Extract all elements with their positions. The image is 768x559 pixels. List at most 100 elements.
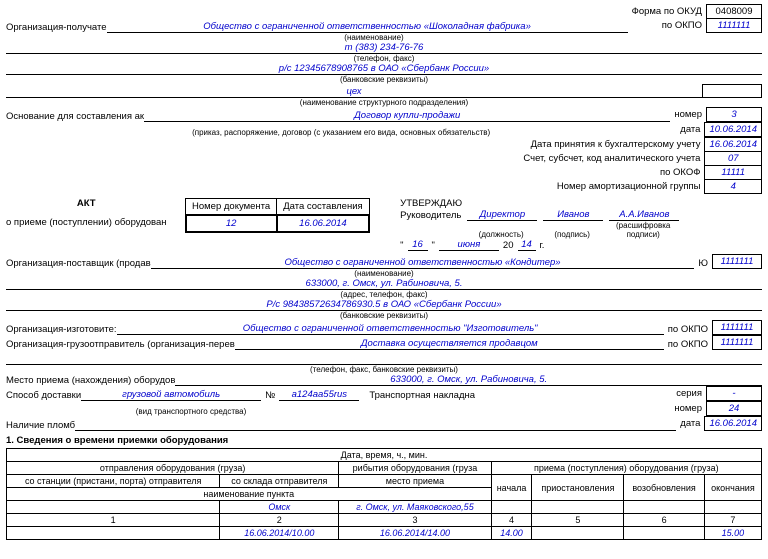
n4: 4 — [491, 514, 532, 527]
manuf-okpo: 1111111 — [712, 320, 762, 335]
approve-title: УТВЕРЖДАЮ — [400, 198, 679, 209]
t-header: Дата, время, ч., мин. — [7, 449, 762, 462]
dept-sub: (наименование структурного подразделения… — [6, 98, 762, 107]
appr-day: 16 — [408, 239, 428, 251]
d7: 15.00 — [704, 527, 761, 540]
delivery-label: Способ доставки — [6, 390, 81, 401]
r-c1: Омск — [220, 501, 339, 514]
nomer-value: 3 — [707, 108, 762, 122]
t-sub2: со склада отправителя — [220, 475, 339, 488]
supplier: Общество с ограниченной ответственностью… — [151, 257, 695, 269]
account: 07 — [705, 152, 762, 166]
t-col2: рибытия оборудования (груза — [339, 462, 491, 475]
doc-num-header: Номер документа — [186, 199, 277, 216]
seals-label: Наличие пломб — [6, 420, 75, 431]
waybill-date-label: дата — [676, 417, 705, 431]
amort: 4 — [705, 180, 762, 194]
manuf: Общество с ограниченной ответственностью… — [117, 323, 664, 335]
n7: 7 — [704, 514, 761, 527]
manuf-label: Организация-изготовите: — [6, 324, 117, 335]
okof: 11111 — [705, 166, 762, 180]
doc-date-header: Дата составления — [277, 199, 369, 216]
delivery-num: а124аа55rus — [279, 389, 359, 401]
time-table: Дата, время, ч., мин. отправления оборуд… — [6, 448, 762, 540]
bank-sub: (банковские реквизиты) — [6, 75, 762, 84]
shipper-sub: (телефон, факс, банковские реквизиты) — [6, 365, 762, 374]
ruk-post: Директор — [467, 209, 537, 221]
place: 633000, г. Омск, ул. Рабиновича, 5. — [175, 374, 762, 386]
okud-value: 0408009 — [707, 5, 762, 19]
ruk-name-sub: (расшифровка подписи) — [608, 221, 678, 239]
supplier-addr-sub: (адрес, телефон, факс) — [6, 290, 762, 299]
supplier-bank-sub: (банковские реквизиты) — [6, 311, 762, 320]
t-sub7: окончания — [704, 475, 761, 501]
t-col1: отправления оборудования (груза) — [7, 462, 339, 475]
data-label: дата — [676, 123, 705, 137]
t-sub5: приостановления — [532, 475, 624, 501]
n2: 2 — [220, 514, 339, 527]
dept: цех — [6, 86, 702, 98]
org-recipient-sublabel: (наименование) — [106, 33, 642, 42]
ruk-post-sub: (должность) — [466, 230, 536, 239]
basis-sub: (приказ, распоряжение, договор (с указан… — [6, 128, 676, 137]
delivery-sub: (вид транспортного средства) — [6, 407, 286, 416]
data-value: 10.06.2014 — [705, 123, 762, 137]
seria: - — [707, 387, 762, 401]
phone-sub: (телефон, факс) — [6, 54, 762, 63]
amort-label: Номер амортизационной группы — [519, 180, 705, 194]
supplier-label: Организация-поставщик (продав — [6, 258, 151, 269]
doc-num: 12 — [186, 215, 277, 232]
t-sub4: начала — [491, 475, 532, 501]
place-label: Место приема (нахождения) оборудов — [6, 375, 175, 386]
delivery: грузовой автомобиль — [81, 389, 261, 401]
ruk-sign: Иванов — [543, 209, 603, 221]
account-label: Счет, субсчет, код аналитического учета — [519, 152, 705, 166]
supplier-sub: (наименование) — [6, 269, 762, 278]
ruk-label: Руководитель — [400, 210, 461, 221]
org-recipient: Общество с ограниченной ответственностью… — [107, 21, 628, 33]
shipper-okpo-label: по ОКПО — [664, 339, 712, 350]
docnum-table: Номер документаДата составления 1216.06.… — [185, 198, 371, 233]
manuf-okpo-label: по ОКПО — [664, 324, 712, 335]
ruk-sign-sub: (подпись) — [542, 230, 602, 239]
waybill-num: 24 — [707, 402, 762, 416]
appr-month: июня — [439, 239, 499, 251]
supplier-bank: Р/с 98438572634786930.5 в ОАО «Сбербанк … — [6, 299, 762, 311]
okof-label: по ОКОФ — [519, 166, 705, 180]
r-c2: г. Омск, ул. Маяковского,55 — [339, 501, 491, 514]
shipper-label: Организация-грузоотправитель (организаци… — [6, 339, 235, 350]
io-label: Ю — [694, 258, 712, 269]
codes-table: Форма по ОКУД0408009 по ОКПО1111111 — [628, 4, 762, 33]
d2: 16.06.2014/14.00 — [339, 527, 491, 540]
appr-year: 14 — [518, 239, 536, 251]
ruk-name: А.А.Иванов — [609, 209, 679, 221]
shipper: Доставка осуществляется продавцом — [235, 338, 664, 350]
d1: 16.06.2014/10.00 — [220, 527, 339, 540]
t-sub6: возобновления — [624, 475, 704, 501]
org-recipient-label: Организация-получате — [6, 22, 107, 33]
n5: 5 — [532, 514, 624, 527]
waybill-label: Транспортная накладна — [359, 390, 475, 401]
okpo-value: 1111111 — [707, 19, 762, 33]
okpo-label: по ОКПО — [628, 19, 707, 33]
n1: 1 — [7, 514, 220, 527]
okud-label: Форма по ОКУД — [628, 5, 707, 19]
phone: т (383) 234-76-76 — [6, 42, 762, 54]
act-line1: АКТ — [6, 198, 167, 209]
appr-year-pre: 20 — [503, 240, 514, 251]
appr-year-suf: г. — [540, 240, 545, 251]
act-line2: о приеме (поступлении) оборудован — [6, 217, 167, 228]
basis: Договор купли-продажи — [144, 110, 670, 122]
bank: р/с 12345678908765 в ОАО «Сбербанк Росси… — [6, 63, 762, 75]
nomer-label: номер — [670, 108, 706, 122]
act-title: АКТ о приеме (поступлении) оборудован — [6, 198, 177, 228]
t-sub1: со станции (пристани, порта) отправителя — [7, 475, 220, 488]
t-col3: приема (поступления) оборудования (груза… — [491, 462, 761, 475]
d3: 14.00 — [491, 527, 532, 540]
accept-date-label: Дата принятия к бухгалтерскому учету — [519, 138, 705, 152]
n6: 6 — [624, 514, 704, 527]
waybill-num-label: номер — [670, 402, 706, 416]
waybill-date: 16.06.2014 — [705, 417, 762, 431]
basis-label: Основание для составления ак — [6, 111, 144, 122]
shipper-okpo: 1111111 — [712, 335, 762, 350]
